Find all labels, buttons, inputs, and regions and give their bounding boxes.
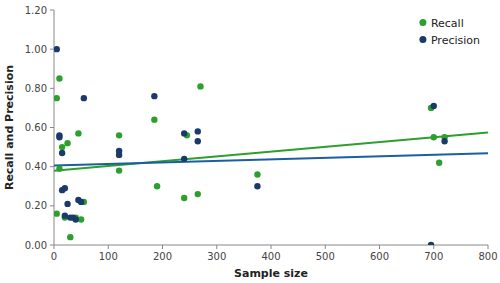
point xyxy=(195,191,201,197)
x-tick-label: 100 xyxy=(99,251,118,262)
point xyxy=(195,128,201,134)
point xyxy=(67,234,73,240)
point xyxy=(195,138,201,144)
plot-area xyxy=(54,46,488,245)
legend-swatch xyxy=(419,19,426,26)
legend: Recall Precision xyxy=(419,17,480,47)
points xyxy=(54,46,448,245)
y-tick-label: 1.00 xyxy=(25,44,47,55)
x-tick-label: 500 xyxy=(316,251,335,262)
legend-swatch xyxy=(419,36,426,43)
point xyxy=(441,138,447,144)
point xyxy=(56,75,62,81)
point xyxy=(75,130,81,136)
point xyxy=(64,201,70,207)
trend-line xyxy=(54,133,488,171)
y-tick-label: 0.60 xyxy=(25,122,47,133)
point xyxy=(59,150,65,156)
point xyxy=(181,130,187,136)
x-tick xyxy=(379,245,380,249)
point xyxy=(62,185,68,191)
point xyxy=(116,148,122,154)
trend-lines xyxy=(54,133,488,171)
point xyxy=(59,144,65,150)
y-tick xyxy=(50,49,54,50)
y-tick-label: 1.20 xyxy=(25,5,47,16)
x-tick xyxy=(488,245,489,249)
y-tick xyxy=(50,127,54,128)
point xyxy=(116,132,122,138)
x-tick-label: 0 xyxy=(51,251,57,262)
point xyxy=(181,195,187,201)
y-tick xyxy=(50,245,54,246)
legend-label: Recall xyxy=(431,17,464,30)
point xyxy=(78,199,84,205)
point xyxy=(431,103,437,109)
point xyxy=(154,183,160,189)
y-tick-label: 0.80 xyxy=(25,83,47,94)
point xyxy=(54,95,60,101)
y-tick-label: 0.00 xyxy=(25,240,47,251)
y-tick-label: 0.20 xyxy=(25,200,47,211)
y-tick xyxy=(50,205,54,206)
x-tick xyxy=(108,245,109,249)
x-tick-label: 800 xyxy=(478,251,497,262)
point xyxy=(254,183,260,189)
chart: 0 100 200 300 400 500 600 700 800 0.00 0.20 0.40 0.6… xyxy=(0,0,500,283)
y-axis-label: Recall and Precision xyxy=(3,65,16,190)
x-tick-label: 600 xyxy=(370,251,389,262)
x-tick xyxy=(54,245,55,249)
x-tick-label: 300 xyxy=(207,251,226,262)
y-tick xyxy=(50,10,54,11)
point xyxy=(56,134,62,140)
x-tick xyxy=(271,245,272,249)
x-tick xyxy=(162,245,163,249)
x-tick xyxy=(325,245,326,249)
x-tick-label: 400 xyxy=(261,251,280,262)
point xyxy=(151,116,157,122)
point xyxy=(64,140,70,146)
y-tick xyxy=(50,88,54,89)
point xyxy=(197,83,203,89)
point xyxy=(116,167,122,173)
point xyxy=(436,160,442,166)
point xyxy=(81,95,87,101)
x-tick-label: 700 xyxy=(424,251,443,262)
x-axis-label: Sample size xyxy=(234,267,308,280)
point xyxy=(181,156,187,162)
point xyxy=(54,210,60,216)
point xyxy=(54,46,60,52)
point xyxy=(254,171,260,177)
point xyxy=(56,165,62,171)
x-tick-label: 200 xyxy=(153,251,172,262)
point xyxy=(428,242,434,245)
y-tick-label: 0.40 xyxy=(25,161,47,172)
axes: 0 100 200 300 400 500 600 700 800 0.00 0.20 0.40 0.6… xyxy=(25,5,498,263)
point xyxy=(431,134,437,140)
point xyxy=(73,216,79,222)
x-tick xyxy=(433,245,434,249)
x-tick xyxy=(216,245,217,249)
legend-label: Precision xyxy=(431,34,480,47)
series xyxy=(54,46,448,245)
series xyxy=(54,75,448,240)
y-tick xyxy=(50,166,54,167)
point xyxy=(151,93,157,99)
